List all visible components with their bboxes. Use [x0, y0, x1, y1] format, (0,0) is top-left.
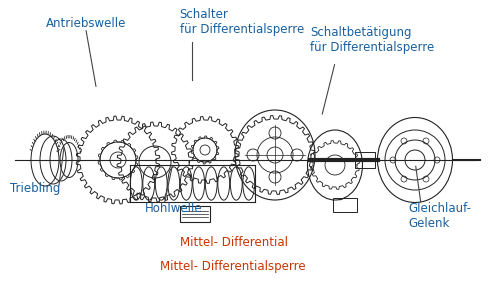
Text: Gleichlauf-
Gelenk: Gleichlauf- Gelenk: [408, 202, 471, 230]
Text: Mittel- Differential: Mittel- Differential: [180, 236, 288, 249]
Text: Triebling: Triebling: [10, 182, 60, 195]
Text: Schalter
für Differentialsperre: Schalter für Differentialsperre: [180, 8, 304, 36]
Text: Schaltbetätigung
für Differentialsperre: Schaltbetätigung für Differentialsperre: [310, 26, 434, 54]
Text: Mittel- Differentialsperre: Mittel- Differentialsperre: [160, 260, 306, 273]
Text: Antriebswelle: Antriebswelle: [46, 17, 126, 30]
Text: Hohlwelle: Hohlwelle: [145, 202, 203, 215]
